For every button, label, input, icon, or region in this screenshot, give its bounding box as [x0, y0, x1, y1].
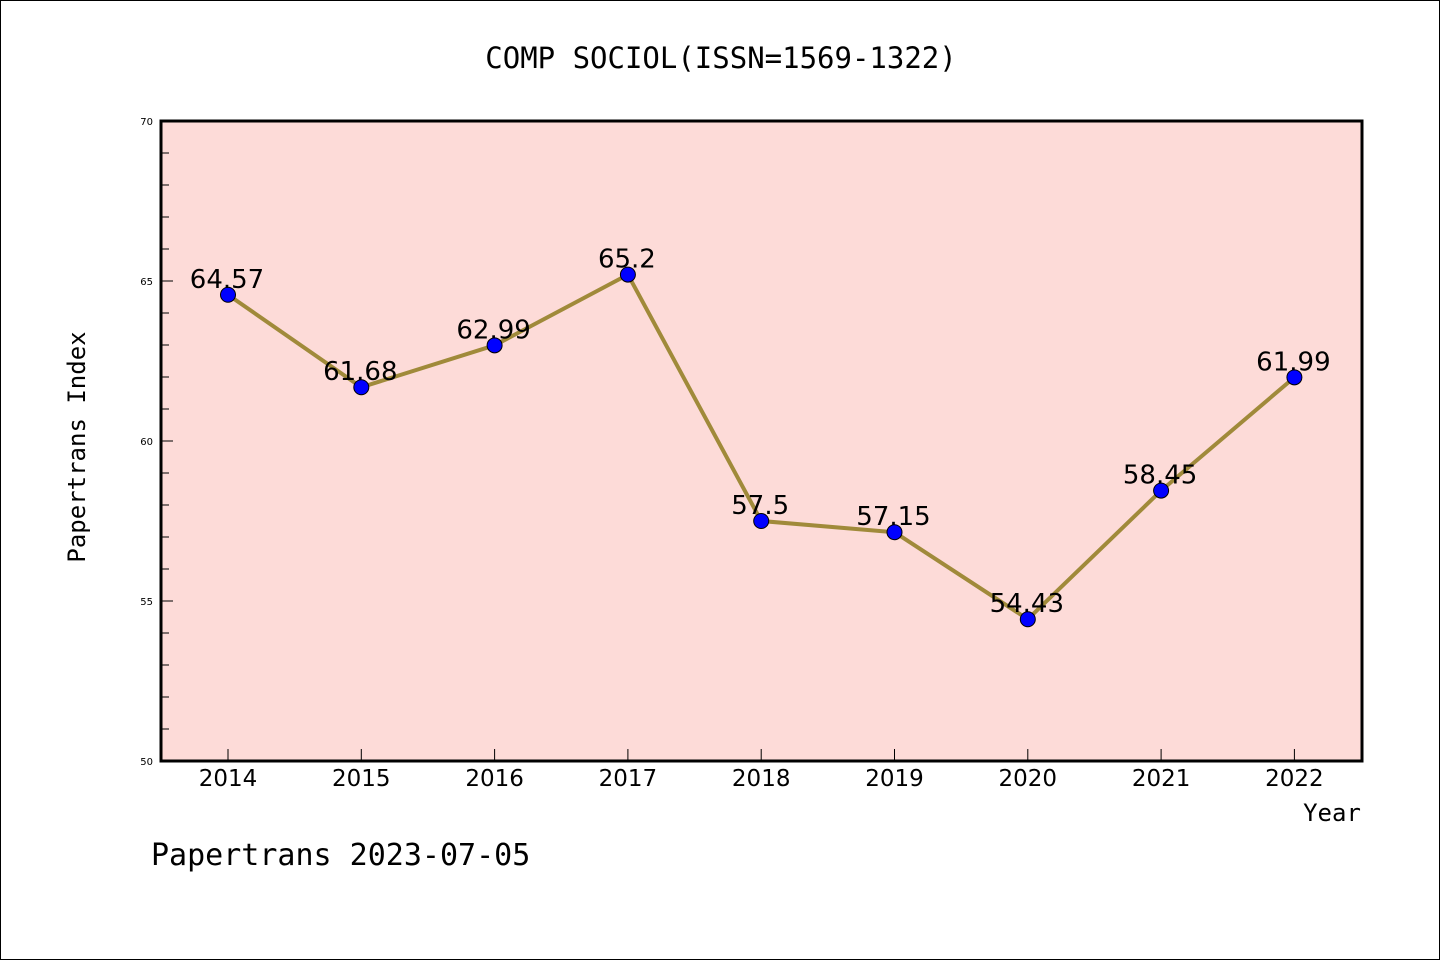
y-tick-label: 50	[140, 757, 153, 768]
data-label: 62.99	[456, 315, 530, 345]
x-tick-label: 2017	[599, 766, 658, 792]
y-tick-label: 60	[140, 437, 153, 448]
data-point-marker	[619, 266, 636, 283]
chart-title: COMP SOCIOL(ISSN=1569-1322)	[485, 41, 956, 75]
x-tick-label: 2016	[465, 766, 524, 792]
x-tick-label: 2019	[865, 766, 924, 792]
x-axis-label: Year	[1303, 799, 1361, 827]
x-tick-marks	[227, 749, 1295, 761]
data-point-marker	[753, 513, 770, 529]
plot-area	[161, 121, 1362, 761]
data-point-marker	[220, 286, 236, 303]
data-label: 54.43	[990, 589, 1064, 619]
x-tick-label: 2018	[732, 766, 791, 792]
data-label: 57.15	[856, 502, 930, 532]
x-tick-label: 2021	[1132, 766, 1191, 792]
y-axis-label: Papertrans Index	[63, 331, 91, 562]
x-tick-label: 2022	[1265, 766, 1324, 792]
x-tick-label: 2015	[332, 766, 391, 792]
data-label: 61.99	[1256, 347, 1330, 377]
y-tick-label: 55	[140, 597, 153, 608]
y-tick-labels: 50 55 60 65 70	[140, 117, 153, 768]
data-point-marker	[1019, 611, 1036, 628]
x-tick-label: 2014	[199, 766, 258, 792]
footer-text: Papertrans 2023-07-05	[151, 838, 530, 873]
data-label: 64.57	[190, 265, 264, 295]
data-label: 61.68	[323, 357, 397, 387]
x-tick-labels: 2014 2015 2016 2017 2018 2019 2020 2021 2022	[199, 766, 1324, 792]
data-point-marker	[1153, 482, 1170, 499]
plot-border	[159, 119, 1364, 763]
data-point-marker	[486, 337, 503, 354]
y-tick-label: 65	[140, 277, 153, 288]
data-point-marker	[1286, 369, 1303, 386]
y-tick-label: 70	[140, 117, 153, 128]
data-point-marker	[353, 379, 370, 396]
data-label: 57.5	[731, 491, 789, 521]
data-labels: 64.57 61.68 62.99 65.2 57.5 57.15 54.43 58.45 61…	[190, 245, 1331, 620]
data-label: 65.2	[598, 245, 656, 275]
data-point-marker	[886, 524, 903, 541]
data-label: 58.45	[1123, 461, 1197, 491]
series-markers	[220, 266, 1303, 628]
x-tick-label: 2020	[999, 766, 1058, 792]
